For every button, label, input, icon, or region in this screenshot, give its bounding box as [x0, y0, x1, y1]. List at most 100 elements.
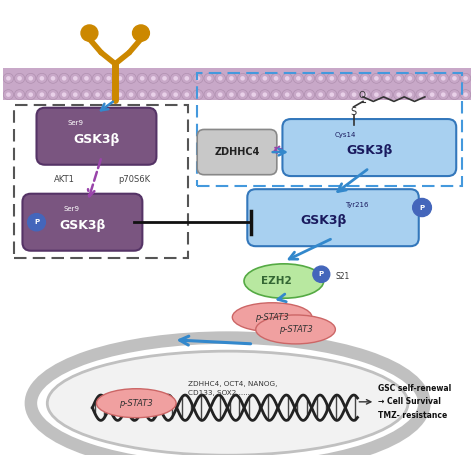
Text: O: O: [358, 91, 365, 100]
Text: ZDHHC4, OCT4, NANOG,
CD133, SOX2......: ZDHHC4, OCT4, NANOG, CD133, SOX2......: [188, 381, 277, 396]
Circle shape: [438, 73, 448, 83]
FancyBboxPatch shape: [197, 130, 277, 174]
Circle shape: [6, 76, 11, 81]
Circle shape: [162, 76, 167, 81]
Circle shape: [215, 73, 226, 83]
Circle shape: [171, 90, 181, 99]
Text: Cys14: Cys14: [335, 131, 356, 137]
Circle shape: [92, 73, 103, 83]
Circle shape: [229, 76, 234, 81]
Circle shape: [226, 90, 237, 99]
Ellipse shape: [244, 264, 324, 298]
Circle shape: [229, 93, 234, 97]
Circle shape: [248, 90, 259, 99]
Circle shape: [304, 73, 315, 83]
Circle shape: [371, 90, 382, 99]
Circle shape: [307, 76, 312, 81]
Circle shape: [408, 76, 412, 81]
Circle shape: [17, 93, 22, 97]
Circle shape: [173, 76, 178, 81]
Circle shape: [137, 90, 147, 99]
Circle shape: [129, 93, 133, 97]
Circle shape: [413, 198, 431, 217]
Circle shape: [383, 73, 392, 83]
Circle shape: [371, 73, 382, 83]
Circle shape: [316, 90, 326, 99]
Circle shape: [48, 90, 58, 99]
Circle shape: [204, 90, 214, 99]
Circle shape: [296, 76, 301, 81]
Circle shape: [137, 73, 147, 83]
Circle shape: [182, 73, 192, 83]
Circle shape: [438, 90, 448, 99]
Circle shape: [173, 93, 178, 97]
Circle shape: [405, 73, 415, 83]
Circle shape: [293, 90, 303, 99]
Ellipse shape: [232, 303, 312, 332]
Circle shape: [81, 25, 98, 41]
Circle shape: [70, 90, 81, 99]
Ellipse shape: [47, 351, 408, 455]
FancyBboxPatch shape: [36, 108, 156, 165]
Circle shape: [82, 90, 91, 99]
Circle shape: [427, 90, 438, 99]
Circle shape: [416, 90, 426, 99]
Text: S: S: [351, 107, 357, 117]
Circle shape: [218, 93, 223, 97]
Text: p-STAT3: p-STAT3: [279, 325, 312, 334]
Circle shape: [207, 76, 211, 81]
Circle shape: [184, 93, 189, 97]
Circle shape: [73, 76, 78, 81]
Circle shape: [92, 90, 103, 99]
Circle shape: [374, 93, 379, 97]
Circle shape: [104, 90, 114, 99]
Circle shape: [3, 90, 14, 99]
Circle shape: [405, 90, 415, 99]
Circle shape: [396, 93, 401, 97]
Circle shape: [273, 76, 278, 81]
Circle shape: [184, 76, 189, 81]
FancyBboxPatch shape: [283, 119, 456, 176]
Text: p-STAT3: p-STAT3: [255, 313, 289, 322]
Circle shape: [338, 73, 348, 83]
FancyBboxPatch shape: [247, 189, 419, 246]
Circle shape: [260, 73, 270, 83]
Circle shape: [95, 76, 100, 81]
Circle shape: [396, 76, 401, 81]
Circle shape: [118, 76, 122, 81]
Circle shape: [226, 73, 237, 83]
Circle shape: [296, 93, 301, 97]
Circle shape: [285, 93, 290, 97]
Circle shape: [307, 93, 312, 97]
FancyBboxPatch shape: [22, 194, 142, 251]
Circle shape: [59, 90, 69, 99]
Circle shape: [3, 73, 14, 83]
Circle shape: [240, 76, 245, 81]
Circle shape: [48, 73, 58, 83]
Circle shape: [293, 73, 303, 83]
Circle shape: [282, 73, 292, 83]
Circle shape: [84, 76, 89, 81]
Circle shape: [329, 76, 334, 81]
Circle shape: [385, 93, 390, 97]
Text: p-STAT3: p-STAT3: [119, 399, 153, 408]
Text: GSK3β: GSK3β: [301, 214, 347, 228]
Circle shape: [327, 73, 337, 83]
Circle shape: [196, 93, 201, 97]
Text: Tyr216: Tyr216: [346, 202, 369, 207]
Circle shape: [263, 93, 267, 97]
Circle shape: [151, 76, 155, 81]
Circle shape: [313, 266, 330, 283]
Circle shape: [39, 76, 44, 81]
Circle shape: [162, 93, 167, 97]
Circle shape: [419, 76, 423, 81]
Circle shape: [449, 73, 460, 83]
Text: GSK3β: GSK3β: [59, 219, 106, 232]
Circle shape: [62, 93, 66, 97]
Circle shape: [36, 73, 47, 83]
Circle shape: [316, 73, 326, 83]
Circle shape: [240, 93, 245, 97]
Circle shape: [441, 76, 446, 81]
Circle shape: [14, 73, 25, 83]
Circle shape: [285, 76, 290, 81]
